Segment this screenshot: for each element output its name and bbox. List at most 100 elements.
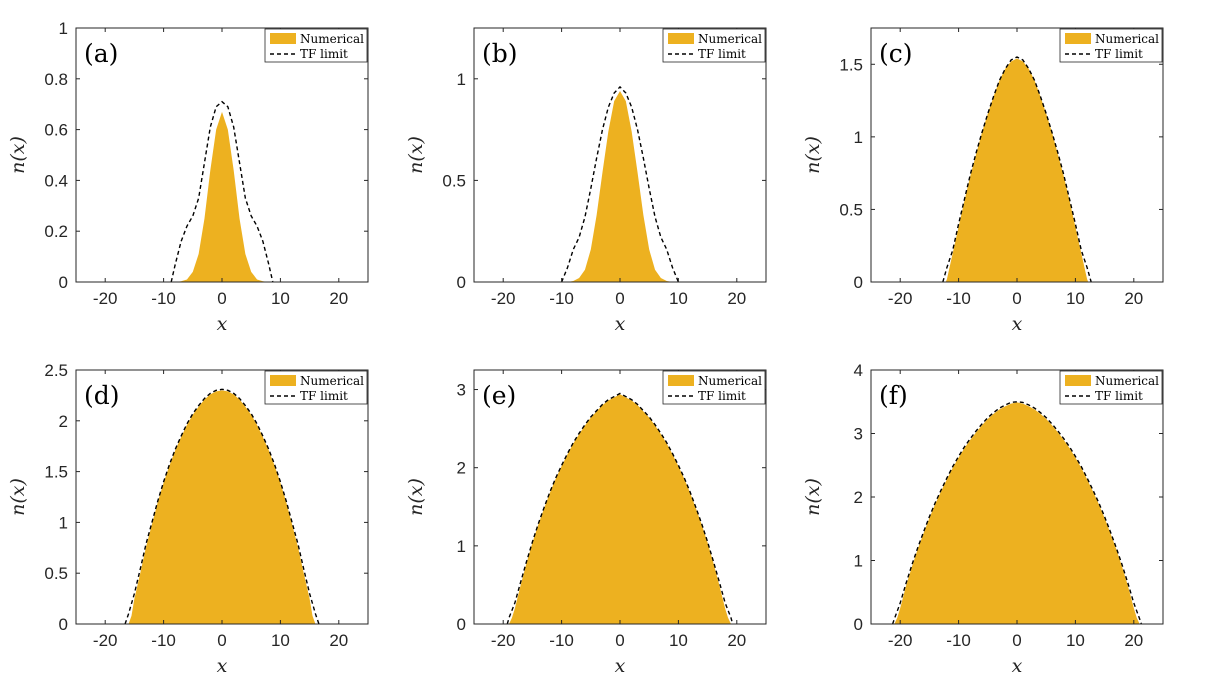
x-tick-label: 0 <box>615 631 624 650</box>
x-tick-label: -10 <box>549 289 574 308</box>
y-tick-label: 4 <box>854 361 863 380</box>
y-axis-label: n(x) <box>7 478 29 516</box>
y-tick-label: 0 <box>59 273 68 292</box>
tf-limit-line <box>124 388 320 624</box>
legend-label-tf-limit: TF limit <box>1095 389 1143 403</box>
numerical-area <box>894 402 1140 624</box>
x-tick-label: 20 <box>727 631 746 650</box>
legend-label-tf-limit: TF limit <box>300 47 348 61</box>
panel-label: (e) <box>482 381 516 410</box>
numerical-area <box>567 90 673 282</box>
panel-label: (d) <box>84 381 120 410</box>
y-tick-label: 1.5 <box>839 55 863 74</box>
x-tick-label: 10 <box>271 289 290 308</box>
legend-swatch-numerical <box>668 375 694 386</box>
y-axis-label: n(x) <box>7 136 29 174</box>
panel-label: (a) <box>84 39 118 68</box>
x-tick-label: -10 <box>946 631 971 650</box>
x-tick-label: 0 <box>1012 631 1021 650</box>
y-tick-label: 0.2 <box>44 222 68 241</box>
legend-label-numerical: Numerical <box>1095 32 1159 46</box>
data-layer <box>124 388 320 624</box>
data-layer <box>170 100 274 282</box>
y-axis-label: n(x) <box>405 478 427 516</box>
y-tick-label: 0 <box>457 615 466 634</box>
x-tick-label: 20 <box>1124 289 1143 308</box>
y-tick-label: 0.8 <box>44 70 68 89</box>
y-tick-label: 0.5 <box>442 171 466 190</box>
panel-4: -20 -10 0 10 20 0 0.5 1 1.5 2 2.5 x n(x) (d) Numerical… <box>7 361 369 677</box>
y-tick-label: 1.5 <box>44 463 68 482</box>
x-tick-label: -20 <box>93 289 118 308</box>
x-tick-label: 10 <box>1066 289 1085 308</box>
x-axis-label: x <box>217 313 228 335</box>
y-axis-label: n(x) <box>802 136 824 174</box>
x-tick-label: 10 <box>669 289 688 308</box>
x-axis-label: x <box>1012 655 1023 677</box>
y-tick-label: 1 <box>59 19 68 38</box>
legend-swatch-numerical <box>1065 33 1091 44</box>
x-tick-label: 0 <box>217 289 226 308</box>
tf-limit-line <box>891 401 1143 624</box>
tf-limit-line <box>170 100 274 282</box>
data-layer <box>942 56 1092 282</box>
x-tick-label: 10 <box>669 631 688 650</box>
y-tick-label: 3 <box>854 425 863 444</box>
y-tick-label: 1 <box>457 70 466 89</box>
y-tick-label: 1 <box>59 513 68 532</box>
y-tick-label: 1 <box>854 552 863 571</box>
tf-limit-line <box>942 56 1092 282</box>
legend-label-numerical: Numerical <box>698 374 762 388</box>
legend-label-tf-limit: TF limit <box>698 389 746 403</box>
legend-label-tf-limit: TF limit <box>698 47 746 61</box>
x-axis-label: x <box>1012 313 1023 335</box>
x-tick-label: -20 <box>888 631 913 650</box>
x-tick-label: -20 <box>888 289 913 308</box>
legend-label-numerical: Numerical <box>698 32 762 46</box>
x-tick-label: 20 <box>727 289 746 308</box>
y-tick-label: 0 <box>854 273 863 292</box>
x-tick-label: 10 <box>271 631 290 650</box>
x-tick-label: -10 <box>549 631 574 650</box>
legend-label-tf-limit: TF limit <box>1095 47 1143 61</box>
y-tick-label: 0 <box>854 615 863 634</box>
y-tick-label: 0.4 <box>44 171 68 190</box>
numerical-area <box>945 58 1089 282</box>
y-tick-label: 1 <box>457 537 466 556</box>
legend-swatch-numerical <box>270 375 296 386</box>
y-tick-label: 2 <box>457 459 466 478</box>
x-tick-label: -20 <box>491 289 516 308</box>
y-tick-label: 0 <box>59 615 68 634</box>
x-tick-label: 0 <box>217 631 226 650</box>
y-tick-label: 0 <box>457 273 466 292</box>
x-tick-label: 20 <box>1124 631 1143 650</box>
y-tick-label: 3 <box>457 381 466 400</box>
x-tick-label: 20 <box>329 631 348 650</box>
y-tick-label: 0.6 <box>44 121 68 140</box>
y-tick-label: 2.5 <box>44 361 68 380</box>
panel-1: -20 -10 0 10 20 0 0.2 0.4 0.6 0.8 1 x n(x) (a) Numeric… <box>7 19 369 335</box>
y-axis-label: n(x) <box>802 478 824 516</box>
data-layer <box>506 392 734 624</box>
y-tick-label: 0.5 <box>839 200 863 219</box>
x-tick-label: -20 <box>491 631 516 650</box>
panel-label: (b) <box>482 39 518 68</box>
y-tick-label: 2 <box>854 488 863 507</box>
legend-label-numerical: Numerical <box>300 32 364 46</box>
legend-swatch-numerical <box>270 33 296 44</box>
legend-label-tf-limit: TF limit <box>300 389 348 403</box>
x-tick-label: 0 <box>615 289 624 308</box>
tf-limit-line <box>506 392 734 624</box>
numerical-area <box>128 390 316 624</box>
tf-limit-line <box>560 85 680 282</box>
legend-label-numerical: Numerical <box>1095 374 1159 388</box>
